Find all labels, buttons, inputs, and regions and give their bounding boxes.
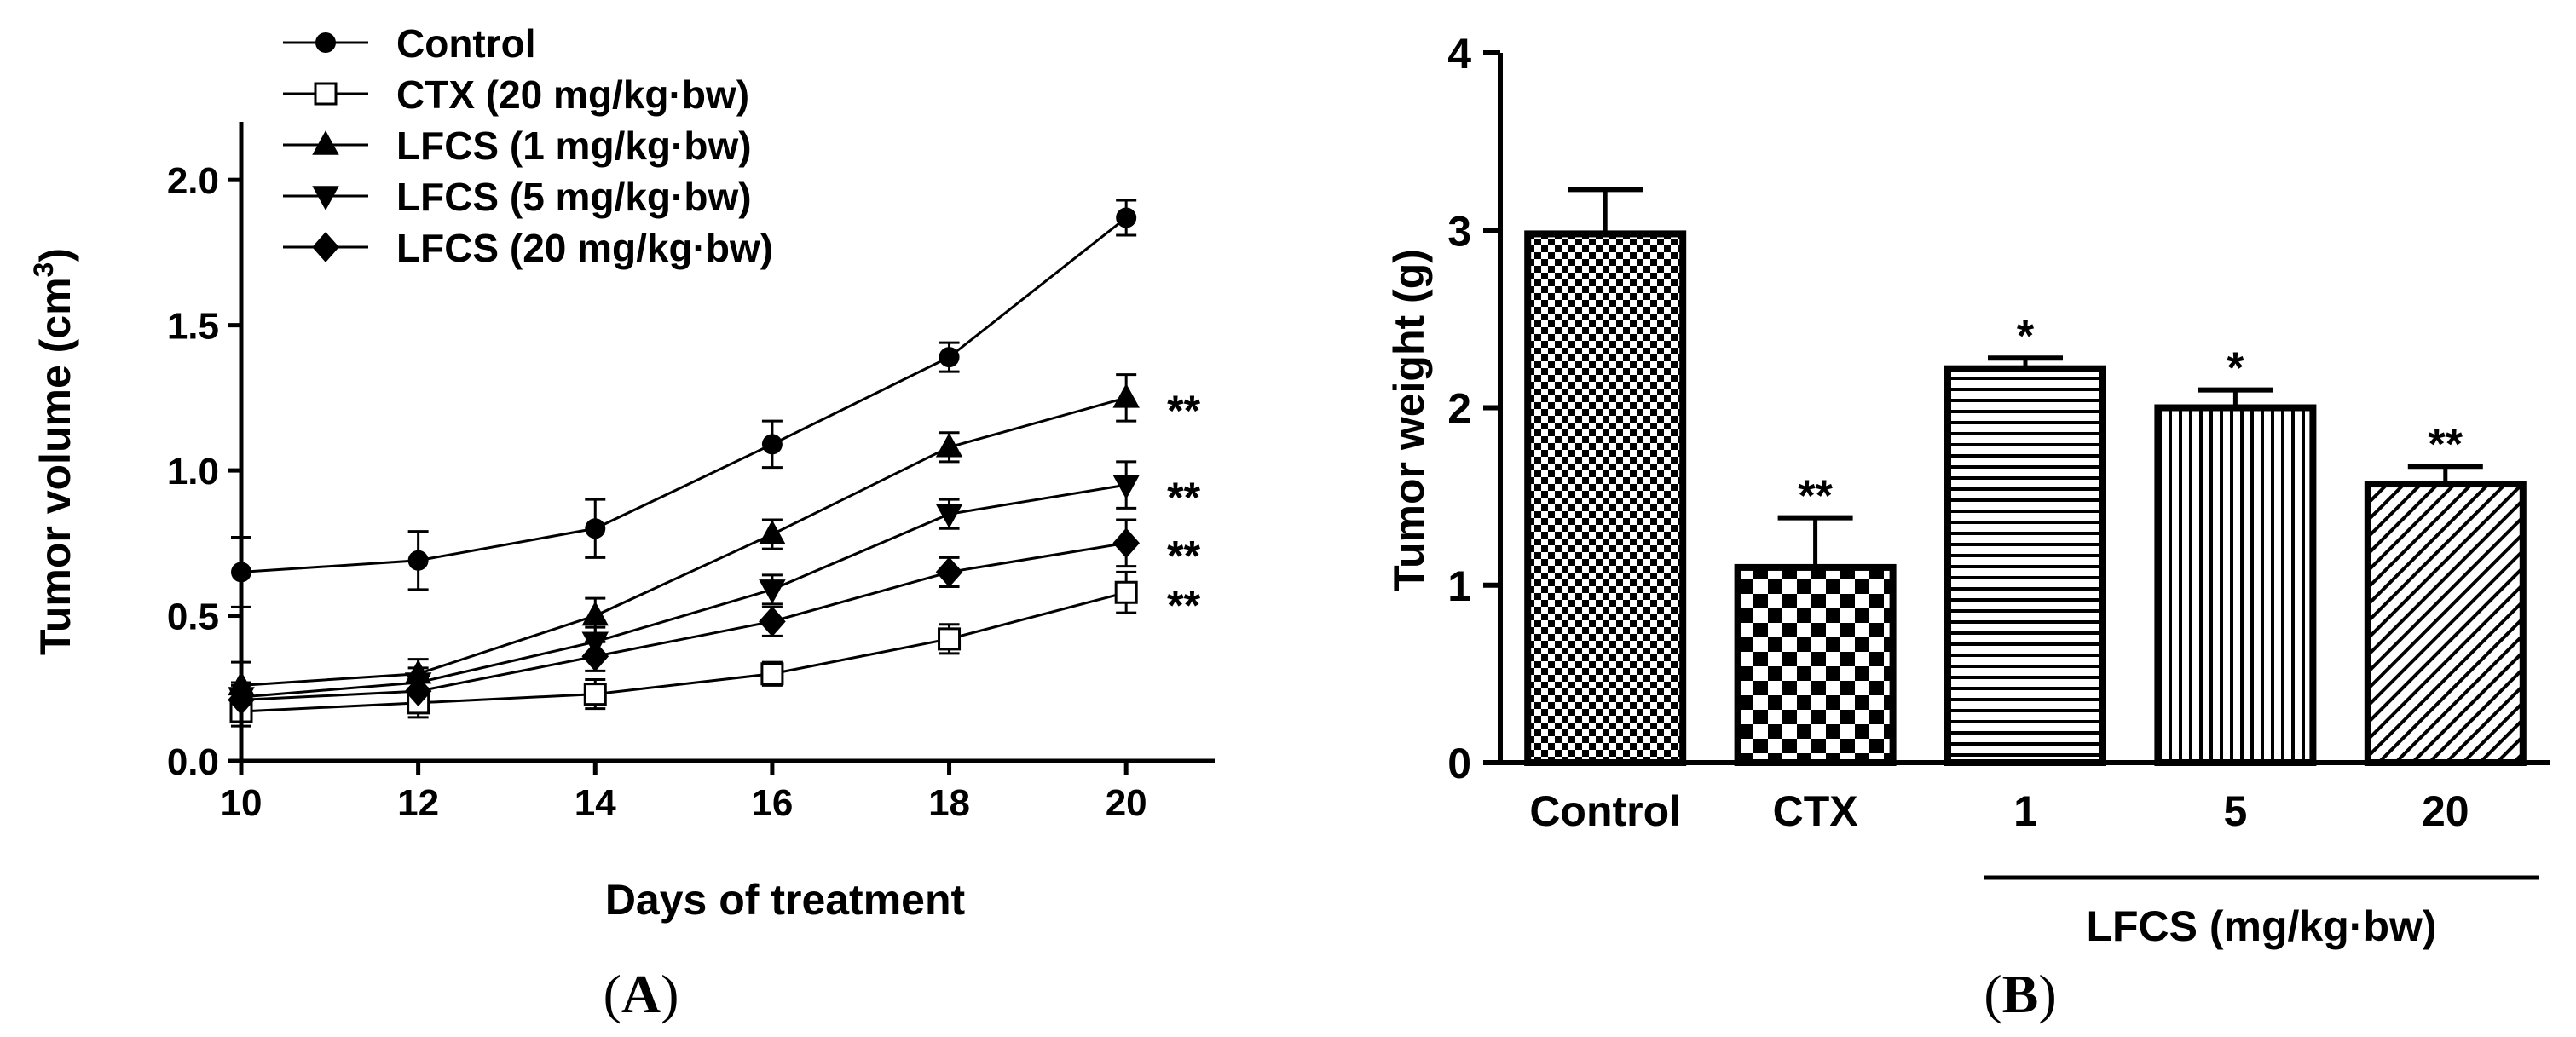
data-point-lfcs-5-mg-kg-bw	[935, 504, 963, 529]
significance-marker: **	[1167, 581, 1200, 629]
data-point-lfcs-20-mg-kg-bw	[581, 641, 609, 672]
legend-marker-lfcs-5-mg-kg-bw	[312, 186, 339, 210]
significance-annotations: ********	[1167, 387, 1200, 629]
data-point-lfcs-20-mg-kg-bw	[1112, 527, 1140, 559]
y-axis-label-main: Tumor volume (cm	[32, 277, 79, 655]
significance-marker: **	[1167, 387, 1200, 435]
panel-label-b: (B)	[1984, 964, 2056, 1024]
y-axis-label-superscript: 3	[28, 262, 59, 278]
bar-20	[2364, 481, 2527, 766]
x-tick-label: 14	[575, 782, 616, 824]
significance-marker: *	[2017, 312, 2035, 361]
legend-marker-ctx-20-mg-kg-bw	[314, 82, 338, 106]
x-tick-label-5: 5	[2223, 787, 2247, 835]
panel-label-a: (A)	[604, 964, 679, 1024]
y-tick-label: 1.5	[167, 306, 219, 348]
data-point-control	[939, 347, 960, 368]
series-line-lfcs-20-mg-kg-bw	[240, 541, 1127, 701]
x-tick-label-control: Control	[1529, 787, 1681, 835]
x-tick-label: 20	[1106, 782, 1147, 824]
x-tick-label-20: 20	[2422, 787, 2469, 835]
x-tick-label: 10	[221, 782, 263, 824]
legend-marker-lfcs-1-mg-kg-bw	[312, 130, 339, 155]
y-axis-label-close: )	[32, 248, 79, 262]
bar-1	[1944, 365, 2106, 766]
legend-marker-control	[315, 32, 336, 53]
data-point-ctx-20-mg-kg-bw	[1114, 580, 1138, 604]
error-bars	[1568, 187, 2483, 567]
y-axis-label: Tumor volume (cm3)	[28, 248, 79, 655]
y-tick-label: 0.0	[167, 741, 219, 783]
significance-marker: *	[2227, 344, 2244, 394]
legend-label-lfcs-5-mg-kg-bw: LFCS (5 mg/kg·bw)	[396, 175, 752, 219]
y-tick-label: 1.0	[167, 451, 219, 493]
significance-annotations: ******	[1798, 312, 2463, 521]
data-point-control	[1116, 207, 1137, 228]
significance-marker: **	[1798, 472, 1833, 521]
significance-marker: **	[1167, 532, 1200, 579]
data-point-lfcs-5-mg-kg-bw	[1112, 475, 1140, 500]
bar-ctx	[1734, 563, 1897, 766]
legend-marker-lfcs-20-mg-kg-bw	[312, 232, 339, 262]
bar-control	[1524, 230, 1687, 767]
significance-marker: **	[1167, 474, 1200, 521]
series-line-lfcs-5-mg-kg-bw	[240, 483, 1127, 699]
series-line-ctx-20-mg-kg-bw	[240, 591, 1127, 713]
y-tick-label: 0	[1447, 740, 1471, 787]
data-point-lfcs-20-mg-kg-bw	[404, 676, 432, 707]
series-line-control	[240, 216, 1128, 573]
data-point-control	[585, 518, 606, 539]
series-lines	[240, 216, 1128, 713]
legend-label-control: Control	[396, 21, 536, 66]
y-axis-label: Tumor weight (g)	[1385, 249, 1433, 591]
data-point-lfcs-1-mg-kg-bw	[935, 432, 963, 458]
y-tick-label: 3	[1447, 207, 1471, 255]
data-point-lfcs-1-mg-kg-bw	[759, 520, 786, 544]
bar-5	[2154, 404, 2317, 766]
panel-a-line-chart: 0.00.51.01.52.010 12 14 16 18 20 ******** Con…	[28, 21, 1215, 1024]
x-tick-label: 16	[751, 782, 793, 824]
x-tick-label: 18	[928, 782, 970, 824]
data-point-lfcs-20-mg-kg-bw	[759, 606, 786, 637]
tick-labels: Control CTX 1 5 20 0 1 2 3 4	[1447, 30, 2469, 835]
y-tick-label: 1	[1447, 562, 1471, 610]
data-point-control	[407, 550, 429, 571]
x-tick-label: 12	[397, 782, 439, 824]
y-tick-label: 2.0	[167, 160, 219, 202]
legend-label-ctx-20-mg-kg-bw: CTX (20 mg/kg·bw)	[396, 72, 749, 117]
x-tick-label-ctx: CTX	[1773, 787, 1858, 835]
data-point-lfcs-20-mg-kg-bw	[935, 556, 963, 588]
data-point-control	[761, 434, 783, 455]
bars	[1524, 230, 2527, 767]
group-bracket-label: LFCS (mg/kg·bw)	[2086, 902, 2436, 950]
legend-label-lfcs-20-mg-kg-bw: LFCS (20 mg/kg·bw)	[396, 226, 773, 270]
significance-marker: **	[2429, 420, 2463, 470]
tick-labels: 0.0 0.5 1.0 1.5 2.0 10 12 14 16 18 20	[167, 160, 1147, 824]
series-line-lfcs-1-mg-kg-bw	[240, 396, 1127, 687]
data-point-ctx-20-mg-kg-bw	[583, 683, 607, 706]
legend: Control CTX (20 mg/kg·bw) LFCS (1 mg/kg·bw…	[283, 21, 773, 270]
y-tick-label: 2	[1447, 385, 1471, 433]
legend-label-lfcs-1-mg-kg-bw: LFCS (1 mg/kg·bw)	[396, 124, 752, 168]
data-point-ctx-20-mg-kg-bw	[760, 662, 784, 686]
data-point-lfcs-1-mg-kg-bw	[1112, 383, 1140, 408]
data-point-lfcs-1-mg-kg-bw	[581, 601, 609, 626]
y-tick-label: 0.5	[167, 596, 219, 638]
axes	[239, 122, 1215, 763]
data-point-ctx-20-mg-kg-bw	[938, 627, 962, 651]
error-bars	[231, 199, 1137, 728]
x-tick-label-1: 1	[2013, 787, 2037, 835]
data-point-lfcs-5-mg-kg-bw	[759, 579, 786, 604]
x-axis-label: Days of treatment	[605, 876, 966, 924]
series-markers	[228, 207, 1140, 723]
y-tick-label: 4	[1447, 30, 1471, 78]
